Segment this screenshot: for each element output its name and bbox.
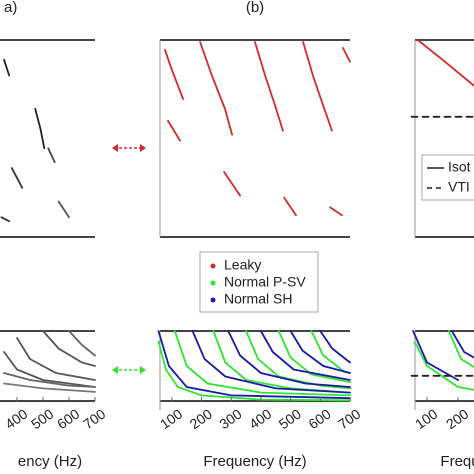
legend-box — [421, 154, 474, 201]
series-line — [173, 330, 351, 397]
series-line — [0, 216, 11, 223]
x-tick-label: 300 — [216, 406, 244, 433]
series-line — [199, 41, 233, 136]
x-axis-label: ency (Hz) — [18, 453, 82, 470]
series-line — [450, 330, 474, 359]
series-line — [289, 330, 351, 374]
x-tick-label: 100 — [412, 406, 440, 433]
series-line — [447, 330, 474, 369]
x-tick-label: 600 — [305, 406, 333, 433]
legend-label: VTI — [448, 179, 470, 195]
x-tick-label: 400 — [2, 406, 30, 433]
series-line — [3, 351, 96, 388]
series-line — [10, 167, 24, 189]
series-line — [310, 330, 351, 374]
series-line — [319, 330, 351, 364]
series-line — [16, 337, 96, 381]
series-line — [167, 119, 181, 142]
x-tick-label: 500 — [28, 406, 56, 433]
series-line — [329, 206, 343, 217]
series-line — [3, 58, 11, 77]
series-line — [164, 49, 184, 100]
x-tick-label: 400 — [246, 406, 274, 433]
legend-marker — [210, 297, 216, 303]
x-tick-label: 700 — [80, 406, 108, 433]
x-tick-label: 100 — [157, 406, 185, 433]
series-line — [223, 171, 241, 197]
panel-title: (b) — [246, 0, 264, 16]
legend-marker — [210, 280, 216, 286]
series-line — [3, 372, 96, 388]
legend-label: Normal SH — [224, 291, 292, 307]
series-line — [412, 330, 459, 381]
x-tick-label: 600 — [54, 406, 82, 433]
legend-label: Isot — [448, 159, 471, 175]
series-line — [227, 330, 351, 388]
series-line — [302, 41, 333, 132]
series-line — [342, 47, 351, 63]
series-line — [3, 382, 96, 393]
series-line — [68, 330, 96, 357]
series-line — [254, 41, 284, 132]
x-tick-label: 200 — [443, 406, 471, 433]
panel-title: a) — [4, 0, 17, 16]
series-line — [57, 200, 70, 219]
x-axis-label: Frequency (Hz) — [203, 453, 306, 470]
x-axis-label: Frequ — [440, 453, 474, 470]
x-tick-label: 700 — [335, 406, 363, 433]
legend-label: Leaky — [224, 257, 261, 273]
series-line — [416, 39, 474, 87]
series-line — [157, 340, 351, 402]
series-line — [260, 330, 351, 381]
x-tick-label: 500 — [276, 406, 304, 433]
series-line — [283, 196, 297, 217]
series-line — [47, 147, 56, 163]
series-line — [212, 330, 351, 394]
series-line — [413, 340, 474, 391]
legend-label: Normal P-SV — [224, 274, 306, 290]
series-line — [34, 108, 46, 150]
x-tick-label: 200 — [187, 406, 215, 433]
series-line — [191, 330, 351, 394]
legend-marker — [210, 263, 216, 269]
series-line — [277, 330, 351, 383]
series-line — [157, 330, 351, 400]
coupling-arrows — [112, 144, 146, 374]
legend-box — [199, 251, 319, 313]
series-line — [42, 330, 96, 367]
